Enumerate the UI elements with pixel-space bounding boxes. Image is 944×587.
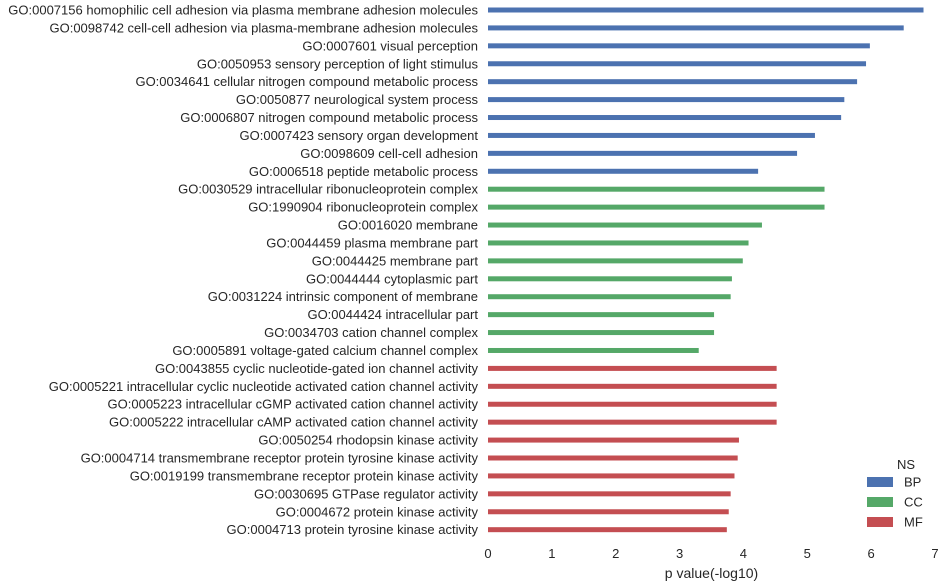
legend-swatch-bp bbox=[867, 477, 893, 487]
bar-bp-6 bbox=[488, 115, 842, 121]
legend-label-mf: MF bbox=[904, 515, 923, 530]
category-label: GO:0043855 cyclic nucleotide-gated ion c… bbox=[155, 361, 479, 376]
category-labels: GO:0007156 homophilic cell adhesion via … bbox=[8, 3, 478, 538]
bar-bp-4 bbox=[488, 79, 858, 85]
category-label: GO:0004714 transmembrane receptor protei… bbox=[81, 451, 479, 466]
x-tick-label: 7 bbox=[931, 546, 938, 561]
category-label: GO:0005221 intracellular cyclic nucleoti… bbox=[49, 379, 479, 394]
bar-bp-0 bbox=[488, 7, 924, 13]
category-label: GO:0004672 protein kinase activity bbox=[276, 504, 479, 519]
bar-mf-21 bbox=[488, 383, 777, 389]
x-tick-label: 3 bbox=[676, 546, 683, 561]
bar-mf-20 bbox=[488, 365, 777, 371]
x-axis-ticks: 0 1 2 3 4 5 6 7 bbox=[484, 546, 938, 561]
bar-cc-11 bbox=[488, 204, 825, 210]
bar-bp-5 bbox=[488, 97, 845, 103]
x-tick-label: 5 bbox=[804, 546, 811, 561]
bar-cc-15 bbox=[488, 276, 732, 282]
bar-mf-26 bbox=[488, 473, 735, 479]
bar-cc-18 bbox=[488, 330, 715, 336]
bar-mf-23 bbox=[488, 419, 777, 425]
bar-bp-2 bbox=[488, 43, 870, 49]
bar-cc-12 bbox=[488, 222, 762, 228]
category-label: GO:0034641 cellular nitrogen compound me… bbox=[135, 74, 478, 89]
category-label: GO:0004713 protein tyrosine kinase activ… bbox=[227, 522, 479, 537]
category-label: GO:0007423 sensory organ development bbox=[240, 128, 479, 143]
bar-cc-10 bbox=[488, 186, 825, 192]
legend-label-cc: CC bbox=[904, 495, 923, 510]
bar-mf-29 bbox=[488, 527, 727, 533]
category-label: GO:0007156 homophilic cell adhesion via … bbox=[8, 3, 478, 18]
legend: NS BP CC MF bbox=[867, 457, 923, 530]
bar-bp-8 bbox=[488, 150, 798, 156]
category-label: GO:0050877 neurological system process bbox=[236, 92, 479, 107]
bar-cc-19 bbox=[488, 347, 699, 353]
category-label: GO:0050953 sensory perception of light s… bbox=[197, 56, 479, 71]
category-label: GO:0007601 visual perception bbox=[302, 38, 478, 53]
legend-entries: BP CC MF bbox=[867, 475, 923, 530]
category-label: GO:0044425 membrane part bbox=[312, 253, 479, 268]
category-label: GO:0005222 intracellular cAMP activated … bbox=[109, 415, 479, 430]
bar-cc-14 bbox=[488, 258, 743, 264]
category-label: GO:0019199 transmembrane receptor protei… bbox=[130, 468, 479, 483]
category-label: GO:0030695 GTPase regulator activity bbox=[254, 486, 479, 501]
bar-bp-9 bbox=[488, 168, 759, 174]
category-label: GO:0098742 cell-cell adhesion via plasma… bbox=[49, 20, 478, 35]
category-label: GO:0098609 cell-cell adhesion bbox=[300, 146, 478, 161]
bar-cc-16 bbox=[488, 294, 731, 300]
legend-title: NS bbox=[897, 457, 915, 472]
bar-bp-3 bbox=[488, 61, 867, 67]
bar-mf-28 bbox=[488, 509, 729, 515]
bar-bp-1 bbox=[488, 25, 904, 31]
category-label: GO:0031224 intrinsic component of membra… bbox=[208, 289, 478, 304]
bar-mf-25 bbox=[488, 455, 738, 461]
x-tick-label: 6 bbox=[868, 546, 875, 561]
bar-mf-27 bbox=[488, 491, 731, 497]
x-tick-label: 1 bbox=[548, 546, 555, 561]
category-label: GO:0030529 intracellular ribonucleoprote… bbox=[178, 182, 478, 197]
bar-mf-24 bbox=[488, 437, 739, 443]
category-label: GO:0034703 cation channel complex bbox=[264, 325, 478, 340]
category-label: GO:1990904 ribonucleoprotein complex bbox=[248, 200, 478, 215]
legend-swatch-cc bbox=[867, 497, 893, 507]
bar-bp-7 bbox=[488, 132, 815, 138]
category-label: GO:0016020 membrane bbox=[338, 218, 478, 233]
category-label: GO:0006807 nitrogen compound metabolic p… bbox=[180, 110, 478, 125]
category-label: GO:0044424 intracellular part bbox=[307, 307, 478, 322]
category-label: GO:0006518 peptide metabolic process bbox=[249, 164, 479, 179]
bar-cc-17 bbox=[488, 312, 715, 318]
category-label: GO:0005223 intracellular cGMP activated … bbox=[108, 397, 479, 412]
x-axis-title: p value(-log10) bbox=[665, 565, 758, 581]
x-tick-label: 0 bbox=[484, 546, 491, 561]
legend-label-bp: BP bbox=[904, 475, 921, 490]
x-tick-label: 4 bbox=[740, 546, 747, 561]
category-label: GO:0044459 plasma membrane part bbox=[266, 235, 478, 250]
bar-cc-13 bbox=[488, 240, 749, 246]
bar-mf-22 bbox=[488, 401, 777, 407]
bars-group bbox=[488, 7, 924, 533]
category-label: GO:0050254 rhodopsin kinase activity bbox=[258, 433, 478, 448]
x-tick-label: 2 bbox=[612, 546, 619, 561]
category-label: GO:0044444 cytoplasmic part bbox=[306, 271, 478, 286]
category-label: GO:0005891 voltage-gated calcium channel… bbox=[172, 343, 478, 358]
legend-swatch-mf bbox=[867, 517, 893, 527]
